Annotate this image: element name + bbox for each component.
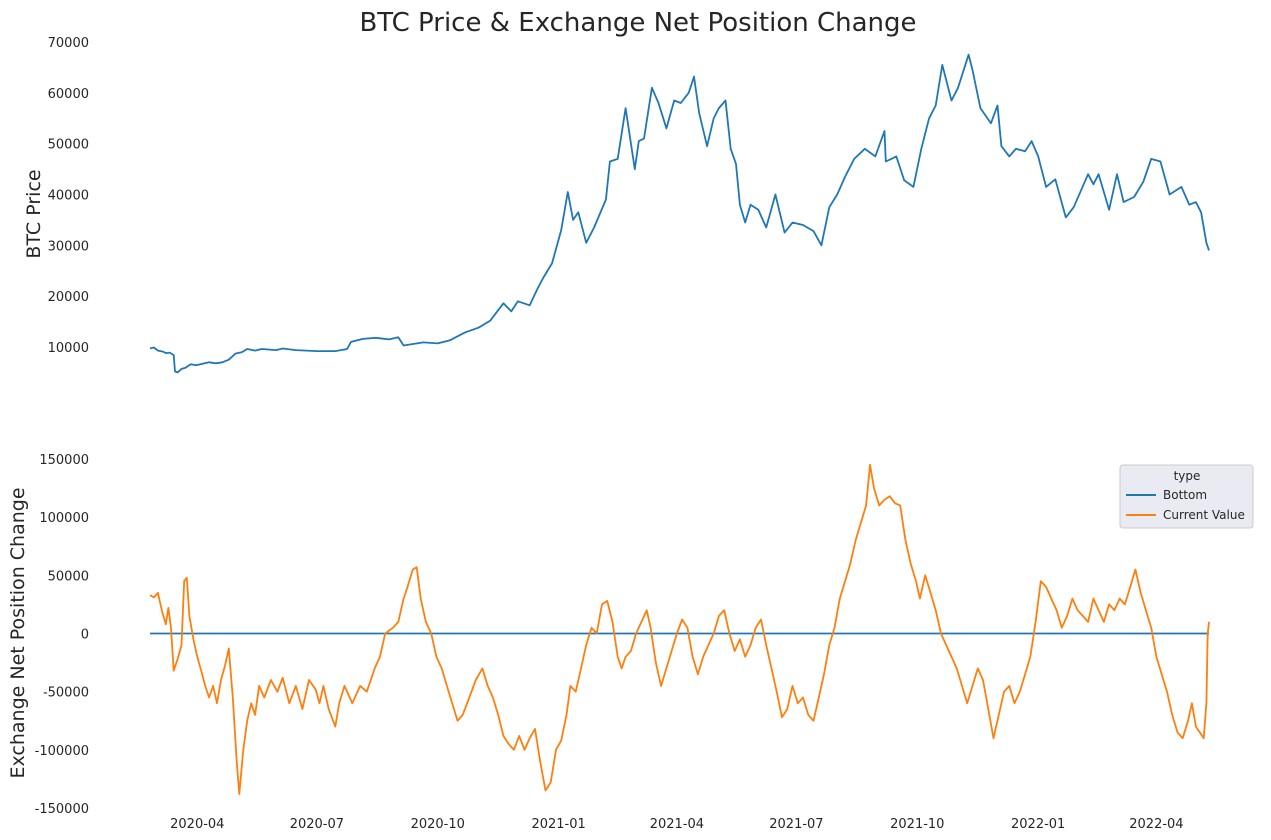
x-tick-label: 2021-01 <box>531 817 585 832</box>
x-tick-label: 2021-07 <box>769 817 823 832</box>
chart-title: BTC Price & Exchange Net Position Change <box>359 8 916 38</box>
bottom-y-tick-label: 100000 <box>39 511 89 526</box>
bottom-y-axis-label: Exchange Net Position Change <box>7 487 29 778</box>
x-tick-label: 2020-04 <box>170 817 224 832</box>
legend: type Bottom Current Value <box>1119 464 1254 529</box>
top-y-ticks: 10000 20000 30000 40000 50000 60000 70000 <box>48 36 89 356</box>
top-y-tick-label: 10000 <box>48 341 89 356</box>
legend-label-current-value: Current Value <box>1163 508 1245 522</box>
x-tick-label: 2020-10 <box>411 817 465 832</box>
top-y-tick-label: 30000 <box>48 239 89 254</box>
top-price-panel: BTC Price 10000 20000 30000 40000 50000 60000… <box>23 36 1210 374</box>
x-ticks: 2020-04 2020-07 2020-10 2021-01 2021-04 2021-… <box>170 817 1183 832</box>
top-series-lines <box>149 53 1210 374</box>
bottom-y-tick-label: -100000 <box>35 744 89 759</box>
bottom-y-tick-label: -50000 <box>43 686 89 701</box>
x-tick-label: 2021-04 <box>650 817 704 832</box>
top-y-tick-label: 40000 <box>48 189 89 204</box>
top-y-tick-label: 50000 <box>48 138 89 153</box>
bottom-y-tick-label: 150000 <box>39 453 89 468</box>
x-tick-label: 2021-10 <box>890 817 944 832</box>
bottom-y-ticks: -150000 -100000 -50000 0 50000 100000 150000 <box>35 453 89 817</box>
bottom-series-lines <box>149 463 1210 795</box>
bottom-y-tick-label: -150000 <box>35 802 89 817</box>
x-tick-label: 2022-04 <box>1129 817 1183 832</box>
bottom-exchange-panel: Exchange Net Position Change -150000 -100… <box>7 453 1210 832</box>
bottom-y-tick-label: 0 <box>81 628 89 643</box>
bottom-y-tick-label: 50000 <box>48 569 89 584</box>
top-series-line-0 <box>149 53 1210 374</box>
top-y-tick-label: 60000 <box>48 87 89 102</box>
legend-label-bottom: Bottom <box>1163 488 1207 502</box>
top-y-axis-label: BTC Price <box>23 169 45 258</box>
legend-title: type <box>1174 469 1201 483</box>
x-tick-label: 2022-01 <box>1011 817 1065 832</box>
top-y-tick-label: 20000 <box>48 290 89 305</box>
bottom-series-line-1 <box>149 463 1210 795</box>
top-y-tick-label: 70000 <box>48 36 89 51</box>
legend-box <box>1119 464 1254 529</box>
x-tick-label: 2020-07 <box>290 817 344 832</box>
